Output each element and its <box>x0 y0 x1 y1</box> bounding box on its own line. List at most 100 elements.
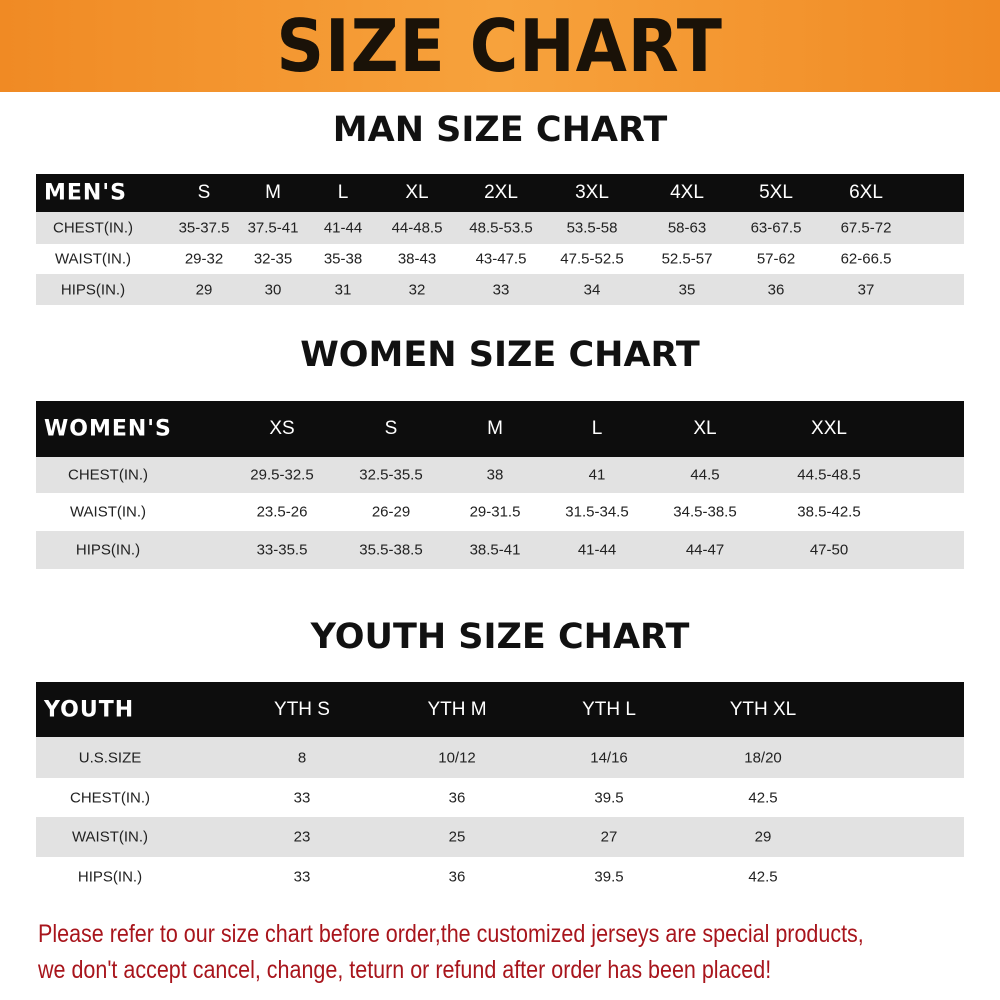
table-row: HIPS(IN.) 33-35.5 35.5-38.5 38.5-41 41-44 44-… <box>36 531 964 569</box>
measurement-label: CHEST(IN.) <box>70 789 150 806</box>
size-header: L <box>337 182 349 203</box>
youth-title: YOUTH SIZE CHART <box>310 617 690 657</box>
measurement-label: U.S.SIZE <box>78 749 142 766</box>
size-value: 27 <box>600 828 618 846</box>
measurement-label: CHEST(IN.) <box>53 219 133 237</box>
table-title-cell: MEN'S <box>44 180 127 206</box>
size-value: 37 <box>857 281 875 298</box>
size-value: 33 <box>293 789 311 806</box>
size-value: 39.5 <box>594 868 624 886</box>
size-header: XL <box>693 418 717 439</box>
table-row: CHEST(IN.) 35-37.5 37.5-41 41-44 44-48.5 48.5… <box>36 212 964 244</box>
size-value: 30 <box>264 281 282 298</box>
size-value: 53.5-58 <box>566 219 618 237</box>
size-header: L <box>591 418 603 439</box>
size-value: 42.5 <box>748 868 778 886</box>
notice-line-2: we don't accept cancel, change, teturn o… <box>38 956 772 984</box>
size-value: 35-37.5 <box>178 219 230 237</box>
size-value: 26-29 <box>371 503 411 521</box>
table-row: HIPS(IN.) 33 36 39.5 42.5 <box>36 857 964 897</box>
table-row: WAIST(IN.) 23.5-26 26-29 29-31.5 31.5-34.5 34… <box>36 493 964 531</box>
size-value: 44-48.5 <box>391 219 443 237</box>
size-value: 37.5-41 <box>247 219 299 237</box>
women-title: WOMEN SIZE CHART <box>300 335 700 375</box>
size-value: 43-47.5 <box>475 250 527 268</box>
size-value: 62-66.5 <box>840 250 892 268</box>
size-header: 3XL <box>575 182 609 203</box>
size-header: 4XL <box>670 182 704 203</box>
size-value: 32.5-35.5 <box>359 466 423 484</box>
size-value: 31.5-34.5 <box>565 503 629 521</box>
size-value: 41-44 <box>323 219 363 237</box>
size-header: 2XL <box>484 182 518 203</box>
size-header: 6XL <box>849 182 883 203</box>
size-header: M <box>265 182 281 203</box>
size-value: 35 <box>678 281 696 298</box>
women-size-table: WOMEN'S XS S M L XL XXL CHEST(IN.) 29.5-32.5 32.5… <box>36 401 964 569</box>
table-row: CHEST(IN.) 29.5-32.5 32.5-35.5 38 41 44.5 44.5… <box>36 457 964 493</box>
size-value: 25 <box>448 828 466 846</box>
size-value: 23 <box>293 828 311 846</box>
size-value: 58-63 <box>667 219 707 237</box>
size-value: 29 <box>195 281 213 298</box>
size-value: 29-31.5 <box>469 503 521 521</box>
size-value: 35-38 <box>323 250 363 268</box>
size-value: 8 <box>297 749 307 766</box>
size-value: 32 <box>408 281 426 298</box>
banner-title: SIZE CHART <box>276 4 724 88</box>
size-value: 44.5-48.5 <box>797 466 861 484</box>
notice-line-1: Please refer to our size chart before or… <box>38 920 864 948</box>
size-value: 31 <box>334 281 352 298</box>
size-header: M <box>487 418 503 439</box>
size-header: XXL <box>811 418 847 439</box>
size-value: 67.5-72 <box>840 219 892 237</box>
size-value: 36 <box>448 789 466 806</box>
men-title: MAN SIZE CHART <box>332 110 668 150</box>
size-value: 48.5-53.5 <box>469 219 533 237</box>
size-header: S <box>384 418 398 439</box>
table-row: WAIST(IN.) 29-32 32-35 35-38 38-43 43-47.5 47.… <box>36 244 964 274</box>
measurement-label: CHEST(IN.) <box>68 466 148 484</box>
size-value: 47.5-52.5 <box>560 250 624 268</box>
size-value: 35.5-38.5 <box>359 541 423 559</box>
measurement-label: HIPS(IN.) <box>60 281 126 298</box>
size-value: 34 <box>583 281 601 298</box>
measurement-label: HIPS(IN.) <box>75 541 141 559</box>
men-size-table: MEN'S S M L XL 2XL 3XL 4XL 5XL 6XL CHEST(IN.) 35-37… <box>36 174 964 305</box>
table-row: CHEST(IN.) 33 36 39.5 42.5 <box>36 778 964 817</box>
size-value: 36 <box>767 281 785 298</box>
header-row: WOMEN'S XS S M L XL XXL <box>36 401 964 457</box>
size-value: 33-35.5 <box>256 541 308 559</box>
size-value: 38.5-41 <box>469 541 521 559</box>
header-row: MEN'S S M L XL 2XL 3XL 4XL 5XL 6XL <box>36 174 964 212</box>
size-value: 33 <box>492 281 510 298</box>
size-value: 34.5-38.5 <box>673 503 737 521</box>
size-value: 18/20 <box>744 749 782 766</box>
size-header: YTH XL <box>729 698 797 720</box>
youth-size-table: YOUTH YTH S YTH M YTH L YTH XL U.S.SIZE 8 10/12… <box>36 682 964 897</box>
size-value: 41-44 <box>577 541 617 559</box>
size-value: 29.5-32.5 <box>250 466 314 484</box>
size-value: 36 <box>448 868 466 886</box>
size-value: 33 <box>293 868 311 886</box>
table-title-cell: WOMEN'S <box>44 416 172 442</box>
size-value: 38.5-42.5 <box>797 503 861 521</box>
measurement-label: WAIST(IN.) <box>69 503 147 521</box>
size-value: 23.5-26 <box>256 503 308 521</box>
size-header: XL <box>405 182 429 203</box>
size-header: S <box>197 182 211 203</box>
table-title-cell: YOUTH <box>44 697 135 722</box>
size-value: 38-43 <box>397 250 437 268</box>
size-value: 14/16 <box>590 749 628 766</box>
size-value: 29 <box>754 828 772 846</box>
table-row: WAIST(IN.) 23 25 27 29 <box>36 817 964 857</box>
size-header: XS <box>269 418 295 439</box>
size-value: 41 <box>588 466 606 484</box>
size-value: 44.5 <box>690 466 720 484</box>
size-header: YTH M <box>427 698 487 720</box>
measurement-label: HIPS(IN.) <box>77 868 143 886</box>
size-value: 38 <box>486 466 504 484</box>
size-header: YTH L <box>582 698 636 720</box>
table-row: HIPS(IN.) 29 30 31 32 33 34 35 36 37 <box>36 274 964 305</box>
size-value: 63-67.5 <box>750 219 802 237</box>
